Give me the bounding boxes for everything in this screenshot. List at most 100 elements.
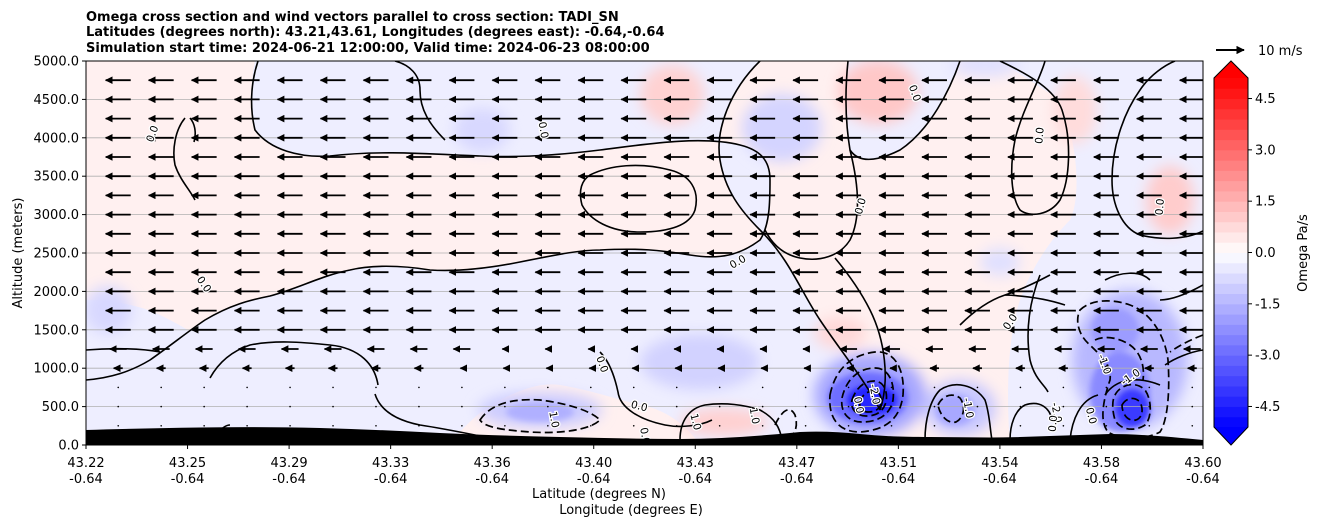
colorbar-tick-label: 4.5 <box>1255 92 1276 107</box>
wind-vector-dot <box>504 425 506 427</box>
colorbar-band <box>1214 160 1248 171</box>
x-axis-label-2: Longitude (degrees E) <box>559 503 703 518</box>
contour-negative <box>937 394 965 424</box>
colorbar-tick-label: 0.0 <box>1255 246 1276 261</box>
wind-vector-dot <box>117 405 120 408</box>
colorbar-extend-max <box>1214 61 1248 78</box>
wind-vector-dot <box>547 425 549 427</box>
omega-blob <box>640 65 704 125</box>
wind-vector-dot <box>675 386 678 389</box>
wind-vector-dot <box>504 405 506 408</box>
colorbar-tick-label: -3.0 <box>1255 349 1280 364</box>
colorbar-band <box>1214 293 1248 305</box>
contour-zero <box>394 61 446 141</box>
contour-label: -1.0 <box>960 397 975 419</box>
x-tick-label-lon: -0.64 <box>780 472 814 487</box>
wind-vector-dot <box>1191 425 1194 427</box>
contour-zero <box>1027 274 1049 393</box>
contour-zero <box>1104 272 1203 301</box>
wind-vector-dot <box>1062 386 1065 389</box>
x-tick-label-lat: 43.47 <box>778 456 815 471</box>
x-tick-label-lat: 43.25 <box>169 456 206 471</box>
x-axis: 43.22-0.6443.25-0.6443.29-0.6443.33-0.64… <box>67 445 1222 487</box>
wind-vector-dot <box>203 425 205 427</box>
omega-blob <box>640 334 760 390</box>
y-tick-label: 4500.0 <box>34 93 80 108</box>
contour-negative <box>829 351 905 433</box>
y-tick-label: 2500.0 <box>34 247 80 262</box>
colorbar-tick-label: -1.5 <box>1255 297 1280 312</box>
colorbar-label: Omega Pa/s <box>1296 214 1311 292</box>
colorbar-band <box>1214 396 1248 407</box>
contour-label: 0.0 <box>1033 127 1046 145</box>
colorbar-band <box>1214 190 1248 202</box>
quiver-key-label: 10 m/s <box>1258 44 1303 59</box>
wind-vector-dot <box>160 425 162 427</box>
contour-zero <box>1009 402 1053 441</box>
contour-label: -2.0 <box>867 383 882 405</box>
contour-label: 1.0 <box>747 407 762 426</box>
wind-vector-dot <box>933 425 936 427</box>
x-tick-label-lon: -0.64 <box>678 472 712 487</box>
x-tick-label-lon: -0.64 <box>374 472 408 487</box>
wind-vector-dot <box>203 386 205 389</box>
colorbar-band <box>1214 139 1248 151</box>
x-tick-label-lat: 43.54 <box>981 456 1018 471</box>
wind-vector-dot <box>1191 405 1194 408</box>
y-tick-label: 4000.0 <box>34 131 80 146</box>
wind-vector-dot <box>718 405 721 408</box>
x-axis-label: Latitude (degrees N) <box>532 487 666 502</box>
wind-vector-dot <box>418 386 420 389</box>
x-tick-label-lat: 43.22 <box>67 456 104 471</box>
x-tick-label-lat: 43.51 <box>880 456 917 471</box>
wind-vector-dot <box>1019 386 1022 389</box>
wind-vector-dot <box>375 405 377 408</box>
wind-vector-dot <box>332 405 334 408</box>
x-tick-label-lon: -0.64 <box>1186 472 1220 487</box>
wind-vector-dot <box>847 386 850 389</box>
contour-label: -2.0 <box>1048 402 1063 424</box>
colorbar-band <box>1214 375 1248 387</box>
omega-contours <box>86 61 1203 441</box>
colorbar-band <box>1214 98 1248 110</box>
wind-vector-dot <box>160 405 162 408</box>
wind-vector-dot <box>246 386 248 389</box>
chart-title-line-2: Latitudes (degrees north): 43.21,43.61, … <box>86 25 665 40</box>
y-tick-label: 2000.0 <box>34 285 80 300</box>
wind-vector-dot <box>976 386 979 389</box>
contour-zero <box>999 61 1070 216</box>
contour-zero <box>209 341 379 386</box>
x-tick-label-lon: -0.64 <box>882 472 916 487</box>
contour-zero <box>86 61 771 381</box>
y-tick-label: 1000.0 <box>34 362 80 377</box>
wind-vector-dot <box>589 386 592 389</box>
colorbar-band <box>1214 201 1248 212</box>
contour-zero <box>86 347 161 353</box>
contour-zero <box>374 393 481 437</box>
wind-vector-dot <box>1105 405 1108 408</box>
wind-vector-dot <box>203 405 205 408</box>
contour-zero <box>173 117 196 201</box>
wind-vector-dot <box>1062 405 1065 408</box>
wind-vector-dot <box>890 386 893 389</box>
wind-vector-dot <box>547 405 549 408</box>
colorbar-tick-label: -4.5 <box>1255 400 1280 415</box>
x-tick-label-lon: -0.64 <box>983 472 1017 487</box>
contour-zero <box>764 149 859 260</box>
wind-vector-dot <box>804 405 807 408</box>
contour-negative <box>858 390 883 413</box>
colorbar-band <box>1214 231 1248 243</box>
wind-vector-dot <box>847 405 850 408</box>
colorbar-band <box>1214 324 1248 336</box>
colorbar-band <box>1214 283 1248 295</box>
wind-vector-dot <box>461 425 463 427</box>
wind-vector-dot <box>933 405 936 408</box>
x-tick-label-lon: -0.64 <box>577 472 611 487</box>
wind-vector-dot <box>160 386 162 389</box>
colorbar-band <box>1214 385 1248 397</box>
wind-vector-dot <box>976 405 979 408</box>
contour-label: 1.0 <box>546 410 561 429</box>
x-tick-label-lon: -0.64 <box>69 472 103 487</box>
